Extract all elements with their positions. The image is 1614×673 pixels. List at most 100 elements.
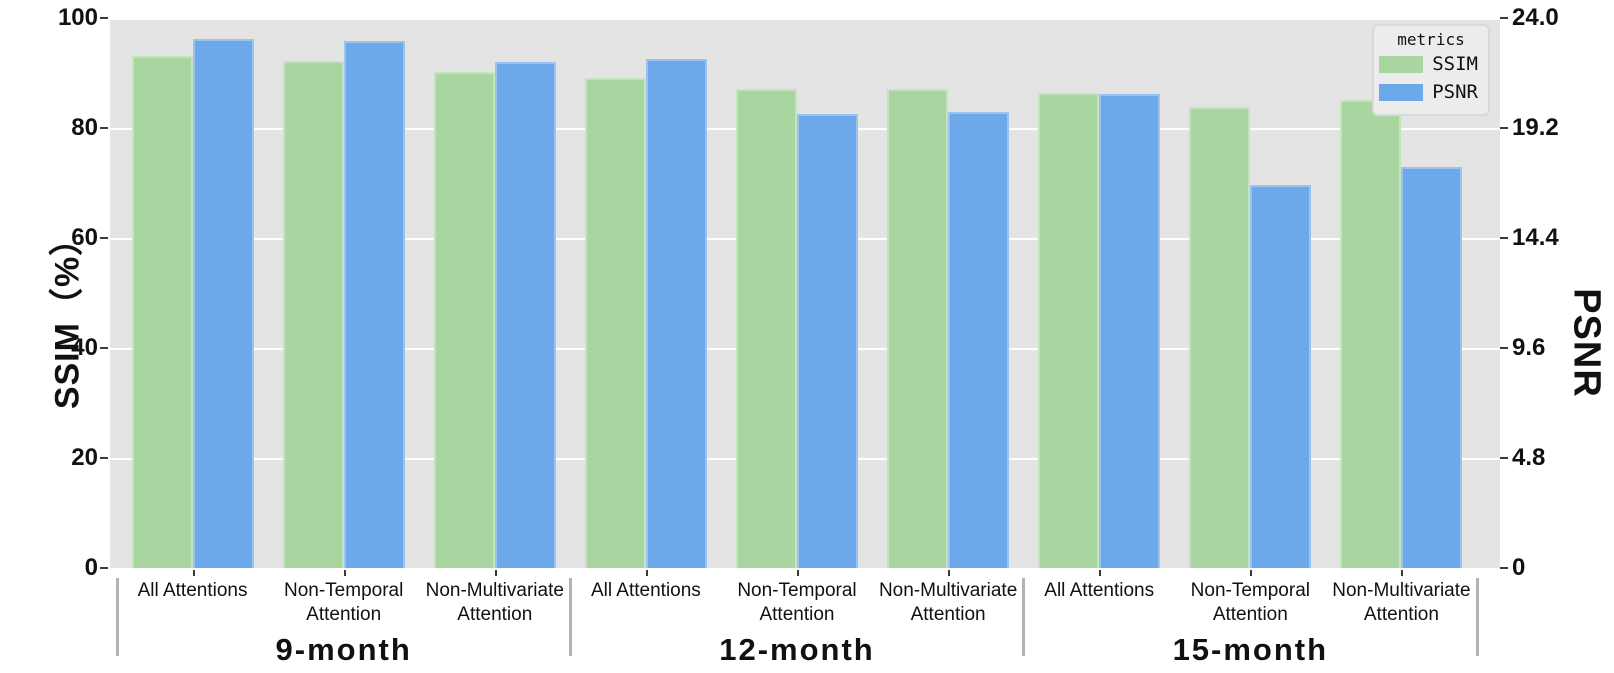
left-tick-mark (100, 237, 108, 239)
bar-psnr (1099, 94, 1161, 568)
right-tick-mark (1500, 17, 1508, 19)
category-label-line: Attention (457, 603, 533, 625)
right-tick-label: 19.2 (1512, 114, 1559, 141)
category-label-line: Attention (306, 603, 382, 625)
bar-pair (419, 18, 570, 568)
category-label-line: Attention (1363, 603, 1439, 625)
bar-ssim (735, 89, 797, 568)
bar-pair (570, 18, 721, 568)
right-tick-mark (1500, 457, 1508, 459)
bar-psnr (948, 112, 1010, 568)
category-label: Non-Multivariate Attention (1326, 568, 1477, 627)
category-tick-mark (192, 570, 195, 576)
category-label-line: Non-Multivariate (425, 580, 564, 601)
category-label-line: All Attentions (1044, 580, 1155, 601)
right-tick-label: 9.6 (1512, 334, 1546, 361)
category-label: All Attentions (570, 568, 721, 627)
x-group-15-month: All Attentions Non-Temporal Attention Non-M… (1024, 568, 1477, 673)
right-tick-mark (1500, 237, 1508, 239)
category-tick-mark (494, 570, 497, 576)
left-tick-label: 60 (71, 224, 98, 251)
bar-pair (268, 18, 419, 568)
bar-ssim (282, 61, 344, 568)
left-tick-mark (100, 347, 108, 349)
group-separator (1022, 578, 1026, 656)
plot-area (110, 18, 1500, 568)
category-label-line: Non-Temporal (737, 580, 857, 601)
legend-item-ssim: SSIM (1374, 51, 1488, 77)
legend: metrics SSIM PSNR (1372, 24, 1490, 116)
bars-region (117, 18, 1477, 568)
legend-label: PSNR (1432, 81, 1478, 103)
group-separator (568, 578, 572, 656)
bar-psnr (1250, 185, 1312, 568)
category-label-line: Non-Temporal (284, 580, 404, 601)
legend-label: SSIM (1432, 53, 1478, 75)
category-label: Non-Temporal Attention (268, 568, 419, 627)
x-axis-area: All Attentions Non-Temporal Attention Non-M… (110, 568, 1500, 673)
category-label: Non-Multivariate Attention (873, 568, 1024, 627)
group-label: 9-month (275, 631, 412, 667)
left-tick-label: 40 (71, 334, 98, 361)
bar-group-15-month (1024, 18, 1477, 568)
bar-psnr (796, 114, 858, 568)
left-tick-label: 20 (71, 444, 98, 471)
left-tick-mark (100, 127, 108, 129)
bar-psnr (343, 41, 405, 568)
left-tick-label: 0 (84, 554, 98, 581)
right-tick-mark (1500, 567, 1508, 569)
left-tick-label: 100 (57, 4, 98, 31)
right-tick-mark (1500, 347, 1508, 349)
x-axis-groups: All Attentions Non-Temporal Attention Non-M… (117, 568, 1477, 673)
category-label: All Attentions (117, 568, 268, 627)
bar-pair (1326, 18, 1477, 568)
category-label: All Attentions (1024, 568, 1175, 627)
right-tick-mark (1500, 127, 1508, 129)
category-tick-mark (1099, 570, 1102, 576)
bar-ssim (887, 89, 949, 568)
gridline (110, 18, 1500, 20)
bar-ssim (1189, 107, 1251, 568)
category-tick-mark (343, 570, 346, 576)
x-group-9-month: All Attentions Non-Temporal Attention Non-M… (117, 568, 570, 673)
bar-psnr (494, 62, 556, 568)
group-label: 15-month (1172, 631, 1329, 667)
category-label-line: Non-Temporal (1190, 580, 1310, 601)
category-label-line: Non-Multivariate (878, 580, 1018, 601)
category-label: Non-Multivariate Attention (419, 568, 570, 627)
left-tick-label: 80 (71, 114, 98, 141)
bar-psnr (192, 39, 254, 568)
left-tick-mark (100, 457, 108, 459)
bar-psnr (1401, 167, 1463, 568)
bar-ssim (584, 78, 646, 568)
right-tick-label: 4.8 (1512, 444, 1546, 471)
group-separator (115, 578, 119, 656)
left-tick-mark (100, 17, 108, 19)
x-category-row: All Attentions Non-Temporal Attention Non-M… (1024, 568, 1477, 627)
bar-pair (1024, 18, 1175, 568)
legend-swatch-ssim (1379, 55, 1423, 73)
bar-ssim (131, 56, 193, 568)
x-group-12-month: All Attentions Non-Temporal Attention Non-M… (570, 568, 1023, 673)
bar-psnr (645, 59, 707, 568)
bar-pair (1175, 18, 1326, 568)
legend-item-psnr: PSNR (1374, 79, 1488, 105)
bar-group-12-month (570, 18, 1023, 568)
bar-ssim (433, 72, 495, 568)
category-label-line: Attention (759, 603, 835, 625)
category-label-line: All Attentions (137, 580, 248, 601)
category-label: Non-Temporal Attention (721, 568, 872, 627)
category-label-line: Non-Multivariate (1332, 580, 1471, 601)
category-tick-mark (645, 570, 648, 576)
group-label: 12-month (719, 631, 875, 667)
category-label: Non-Temporal Attention (1175, 568, 1326, 627)
x-category-row: All Attentions Non-Temporal Attention Non-M… (117, 568, 570, 627)
bar-pair (117, 18, 268, 568)
category-tick-mark (1401, 570, 1404, 576)
right-tick-label: 14.4 (1512, 224, 1559, 251)
bar-ssim (1340, 100, 1402, 568)
category-tick-mark (1250, 570, 1253, 576)
group-separator (1475, 578, 1479, 656)
category-label-line: Attention (910, 603, 986, 625)
